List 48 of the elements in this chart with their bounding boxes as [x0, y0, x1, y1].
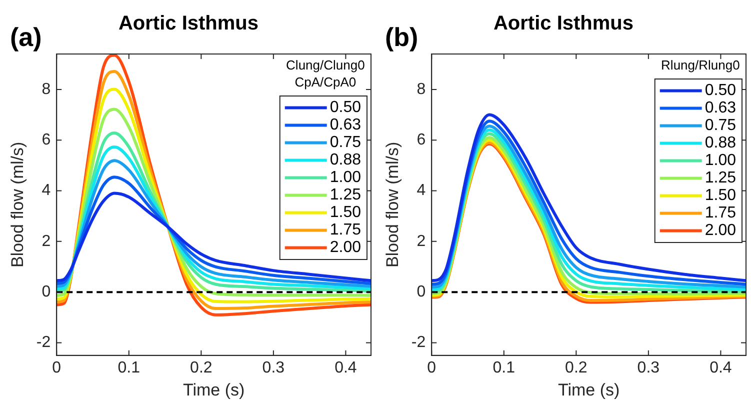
legend-label: 1.75: [330, 222, 362, 239]
legend-label: 1.25: [330, 186, 362, 204]
legend-label: 1.75: [704, 204, 736, 222]
y-tick-label: 4: [42, 182, 51, 200]
y-axis-title: Blood flow (ml/s): [8, 142, 27, 268]
legend-label: 0.63: [704, 100, 736, 117]
x-tick-label: 0.4: [710, 359, 732, 376]
x-axis-title: Time (s): [558, 380, 620, 400]
legend-label: 0.50: [704, 82, 736, 100]
legend-label: 0.88: [330, 152, 362, 169]
y-tick-label: 0: [416, 283, 426, 300]
y-tick-label: 8: [42, 80, 51, 98]
chart-title: Aortic Isthmus: [118, 12, 259, 35]
y-tick-label: 2: [416, 232, 426, 250]
legend-label: 0.75: [704, 117, 736, 134]
x-tick-label: 0.4: [334, 359, 357, 376]
legend-label: 0.63: [330, 116, 362, 134]
y-tick-label: 2: [42, 232, 51, 250]
legend-label: 1.25: [704, 170, 736, 187]
legend-label: 0.50: [330, 99, 362, 116]
legend-label: 2.00: [704, 222, 736, 240]
x-tick-label: 0.1: [492, 359, 516, 376]
y-tick-label: -2: [411, 334, 426, 352]
y-tick-label: 4: [416, 182, 426, 200]
x-axis-title: Time (s): [182, 380, 245, 400]
y-tick-label: 6: [416, 132, 426, 149]
legend-label: 0.75: [330, 134, 362, 152]
text: (b): [385, 22, 418, 52]
y-tick-label: 0: [42, 283, 51, 300]
x-tick-label: 0.3: [262, 359, 285, 376]
legend-label: 0.88: [704, 134, 736, 152]
text: (a): [10, 22, 42, 52]
x-tick-label: 0.2: [565, 359, 588, 376]
legend-label: 1.00: [704, 152, 736, 170]
legend-title: Clung/Clung0 CpA/CpA0: [286, 58, 365, 90]
legend-label: 1.00: [330, 169, 362, 186]
x-tick-label: 0.1: [118, 359, 140, 376]
legend-label: 1.50: [330, 204, 362, 222]
legend-label: 2.00: [330, 239, 362, 256]
chart-title: Aortic Isthmus: [493, 12, 634, 35]
y-tick-label: 6: [42, 132, 51, 149]
legend-label: 1.50: [704, 187, 736, 204]
legend-title: Rlung/Rlung0: [661, 58, 740, 73]
y-axis-title: Blood flow (ml/s): [382, 142, 402, 268]
x-tick-label: 0.3: [637, 359, 660, 376]
y-tick-label: -2: [36, 334, 51, 352]
x-tick-label: 0.2: [190, 359, 212, 376]
y-tick-label: 8: [416, 80, 426, 98]
